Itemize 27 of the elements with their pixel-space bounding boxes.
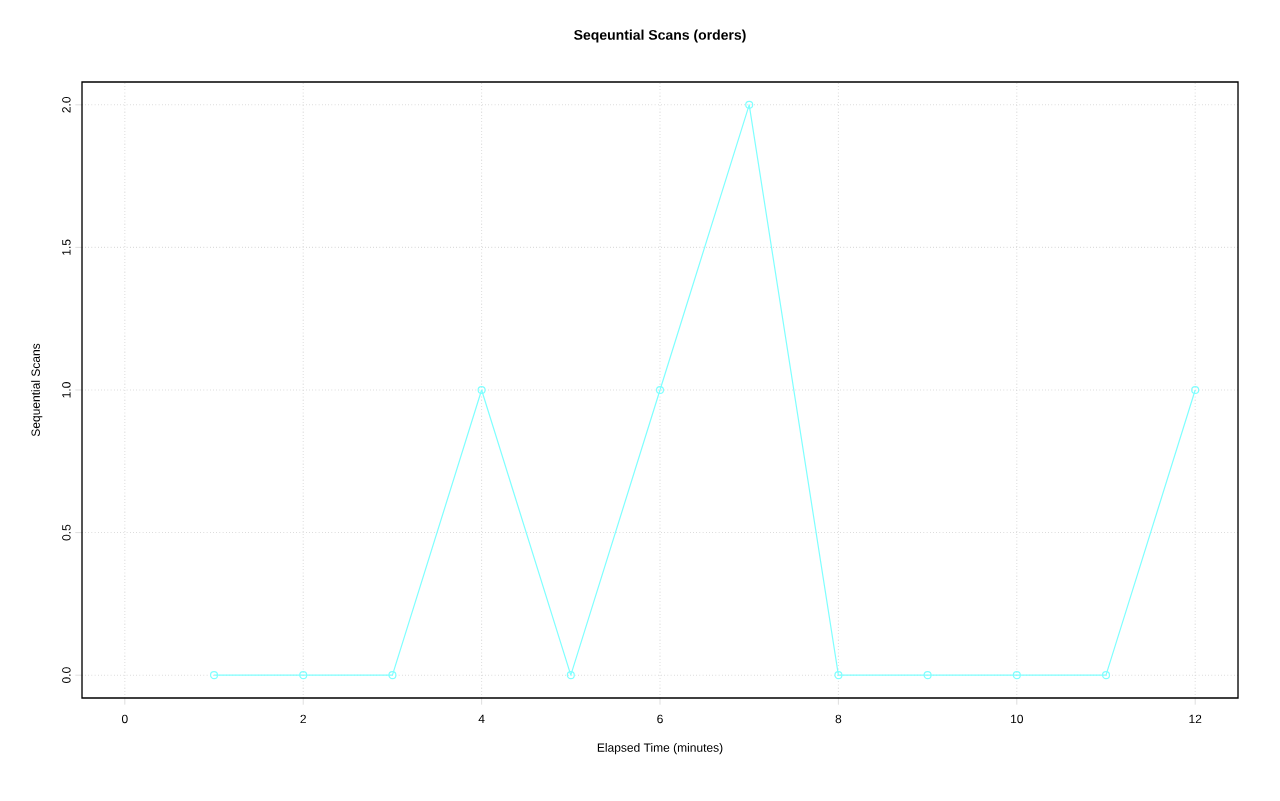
point (1101, 671, 1111, 680)
x-tick-label: 4 (478, 714, 485, 723)
point (1191, 385, 1200, 395)
y-tick-label: 1.5 (62, 239, 71, 255)
y-axis-title: Sequential Scans (31, 343, 43, 437)
x-tick-label: 2 (300, 714, 306, 724)
x-tick-label: 12 (1189, 714, 1202, 724)
chart-title: Seqeuntial Scans (orders) (574, 29, 746, 43)
point (477, 385, 486, 395)
point (566, 671, 575, 680)
point (299, 671, 308, 680)
point (1012, 671, 1021, 680)
point (388, 671, 397, 680)
point (209, 671, 219, 680)
point (834, 671, 843, 680)
point (923, 671, 932, 680)
x-tick-label: 10 (1011, 714, 1024, 724)
y-tick-label: 0.0 (62, 667, 71, 684)
x-tick-label: 0 (121, 714, 128, 724)
x-tick-label: 6 (657, 714, 663, 724)
point (655, 385, 665, 395)
y-tick-label: 1.0 (62, 382, 71, 398)
x-tick-label: 8 (835, 714, 842, 724)
y-tick-label: 0.5 (62, 524, 71, 541)
point (745, 100, 754, 109)
x-axis-title: Elapsed Time (minutes) (597, 743, 723, 755)
y-tick-label: 2.0 (62, 96, 71, 113)
